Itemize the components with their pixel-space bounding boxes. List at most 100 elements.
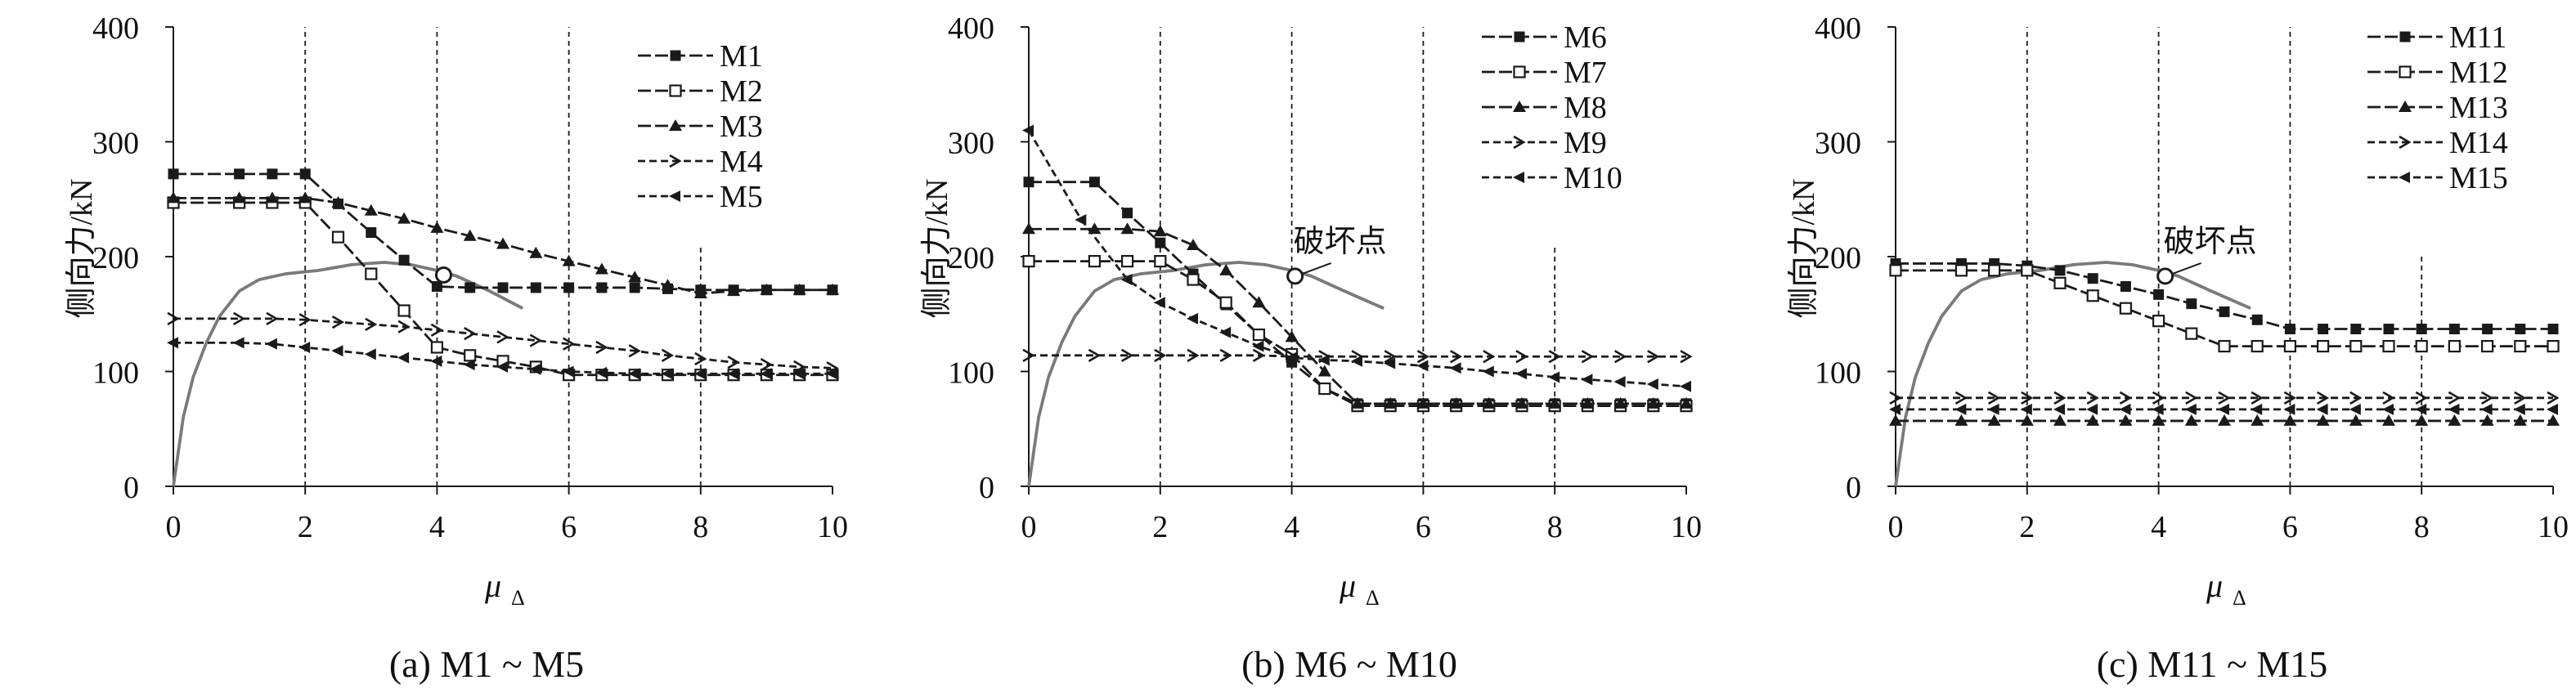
legend-entry-m13: M13 [2367, 91, 2508, 125]
data-point [265, 191, 279, 204]
y-tick-label: 100 [92, 356, 139, 391]
legend-entry-m14: M14 [2367, 126, 2508, 160]
data-point [1023, 177, 1034, 188]
data-point [1187, 273, 1200, 286]
data-point [595, 366, 607, 378]
data-point [2350, 324, 2362, 335]
data-point [2119, 391, 2132, 405]
data-point [629, 282, 640, 293]
legend-label: M3 [720, 110, 763, 144]
data-point [2087, 273, 2098, 284]
x-tick-label: 10 [2538, 510, 2569, 544]
data-point [1075, 214, 1087, 226]
failure-point-marker [434, 266, 452, 284]
series-line [173, 196, 832, 295]
x-axis-label-subscript: Δ [1366, 586, 1380, 610]
legend-marker [669, 190, 680, 202]
data-point [366, 226, 377, 238]
failure-point-label: 破坏点 [1294, 225, 1387, 259]
data-point [2415, 339, 2428, 353]
y-tick-label: 100 [1815, 356, 1861, 391]
data-point [464, 349, 477, 362]
x-axis-label: μ [1339, 567, 1356, 604]
data-point [661, 279, 675, 291]
y-tick-label: 400 [948, 11, 994, 46]
data-point [1483, 350, 1496, 364]
data-point [1581, 374, 1593, 386]
series-m8 [1022, 222, 1693, 409]
data-point [365, 267, 378, 280]
data-point [299, 168, 311, 180]
data-point [2119, 403, 2131, 415]
data-point [463, 229, 477, 241]
data-point [430, 341, 444, 354]
x-axis-label-subscript: Δ [511, 586, 525, 610]
y-tick-label: 300 [948, 127, 994, 161]
data-point [1680, 380, 1691, 392]
legend-marker [2399, 65, 2412, 78]
series-m12 [1889, 264, 2560, 353]
legend-marker [669, 84, 682, 97]
data-point [1384, 357, 1396, 369]
legend-marker [2399, 101, 2412, 112]
data-point [2514, 339, 2527, 353]
data-point [1088, 255, 1102, 268]
y-axis-label: 侧向力/kN [65, 178, 99, 318]
data-point [1416, 350, 1429, 364]
data-point [2513, 414, 2527, 426]
series-line [1029, 227, 1686, 405]
legend-marker [1513, 172, 1524, 183]
data-point [1954, 403, 1967, 415]
data-point [2284, 324, 2296, 335]
data-point [2283, 391, 2296, 405]
data-point [2547, 403, 2558, 415]
data-point [2218, 339, 2231, 353]
legend-label: M15 [2449, 161, 2508, 195]
legend-entry-m9: M9 [1482, 126, 1607, 160]
data-point [1187, 348, 1200, 362]
data-point [1482, 365, 1494, 378]
data-point [1889, 403, 1901, 415]
series-line [1029, 260, 1686, 408]
data-point [1988, 264, 2001, 277]
data-point [628, 368, 640, 380]
data-point [2547, 391, 2560, 405]
panel-c: 0 100 200 300 400 0 2 4 6 8 10 侧向力/kN μ Δ (c) M11 ~ M1… [1787, 11, 2569, 685]
legend-entry-m8: M8 [1482, 91, 1607, 125]
data-point [2383, 324, 2394, 335]
y-axis-label: 侧向力/kN [1787, 178, 1821, 318]
data-point [1416, 360, 1429, 372]
x-tick-label: 6 [2282, 510, 2298, 544]
data-point [1954, 391, 1968, 405]
data-point [463, 359, 475, 371]
data-point [760, 357, 773, 372]
data-point [2349, 339, 2363, 353]
data-point [2053, 414, 2067, 426]
series-m15 [1889, 403, 2558, 415]
legend-label: M4 [720, 145, 763, 179]
data-point [563, 282, 575, 293]
data-point [496, 330, 509, 344]
legend-marker [669, 119, 682, 131]
data-point [431, 281, 442, 293]
data-point [1613, 350, 1627, 364]
failure-point-label: 破坏点 [2164, 225, 2257, 259]
data-point [2317, 339, 2330, 353]
data-point [2382, 403, 2394, 415]
data-point [167, 191, 180, 204]
data-point [1022, 124, 1034, 136]
legend-entry-m2: M2 [638, 74, 763, 109]
data-point [2186, 298, 2197, 310]
series-m6 [1023, 177, 1692, 409]
data-point [2480, 403, 2493, 415]
data-point [496, 360, 508, 373]
x-tick-label: 10 [1671, 510, 1702, 544]
data-point [2153, 289, 2165, 300]
x-tick-label: 0 [166, 510, 182, 544]
data-point [1680, 396, 1693, 409]
data-point [430, 355, 442, 367]
legend-entry-m5: M5 [638, 180, 763, 214]
data-point [167, 337, 178, 349]
data-point [727, 368, 739, 380]
data-point [1515, 396, 1528, 409]
